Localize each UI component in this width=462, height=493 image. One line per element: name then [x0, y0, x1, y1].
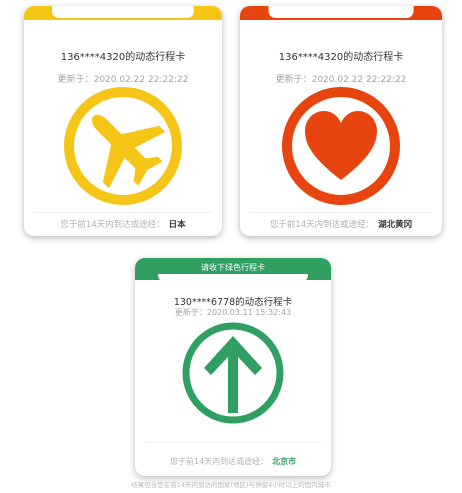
travel-card-green: 请收下绿色行程卡 130****6778的动态行程卡 更新于：2020.03.1… [135, 258, 331, 476]
footer-label: 您于前14天内到达或途经： [269, 220, 375, 230]
card-footer: 您于前14天内到达或途经： 湖北黄冈 [240, 218, 442, 230]
card-divider [145, 442, 321, 443]
card-title: 136****4320的动态行程卡 [60, 52, 186, 63]
footer-region: 日本 [168, 220, 186, 230]
card-top-tab [52, 6, 194, 18]
card-title: 136****4320的动态行程卡 [278, 52, 404, 63]
card-divider [34, 212, 212, 213]
travel-card-yellow: 136****4320的动态行程卡 更新于：2020.02.22 22:22:2… [24, 6, 222, 236]
travel-card-red: 136****4320的动态行程卡 更新于：2020.02.22 22:22:2… [240, 6, 442, 236]
footer-region: 北京市 [272, 457, 297, 466]
card-title: 130****6778的动态行程卡 [173, 297, 293, 308]
airplane-icon [61, 84, 185, 208]
bottom-note: 结果包含您在前14天内到访的国家(地区)与停留4小时以上的国内城市 [131, 481, 331, 489]
footer-region: 湖北黄冈 [378, 220, 413, 230]
card-footer: 您于前14天内到达或途经： 北京市 [135, 456, 331, 467]
footer-label: 您于前14天内到达或途经： [60, 220, 165, 230]
card-updated-time: 更新于：2020.02.22 22:22:22 [57, 75, 189, 85]
card-top-tab [158, 274, 308, 282]
arrow-up-icon [180, 320, 286, 426]
heart-icon [279, 84, 403, 208]
card-footer: 您于前14天内到达或途经： 日本 [24, 218, 222, 230]
card-updated-time: 更新于：2020.02.22 22:22:22 [275, 75, 407, 85]
footer-label: 您于前14天内到达或途经： [169, 457, 269, 466]
card-divider [250, 212, 432, 213]
card-top-tab [268, 6, 414, 18]
card-banner: 请收下绿色行程卡 [201, 263, 265, 272]
card-updated-time: 更新于：2020.03.11 15:32:43 [174, 308, 292, 317]
